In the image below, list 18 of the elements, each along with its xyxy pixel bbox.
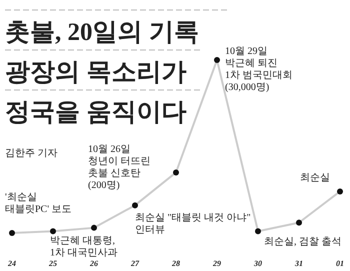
annotation: 최순실 "태블릿 내것 아냐" 인터뷰 [135,212,251,236]
x-tick-label: 28 [171,259,180,268]
x-tick-label: 26 [89,259,98,268]
x-tick-label: 25 [48,259,57,268]
x-tick-label: 01 [336,259,344,268]
annotation: 최순실 [300,172,330,184]
annotation: 10월 26일 청년이 터뜨린 촛불 신호탄 (200명) [88,144,150,191]
x-tick-label: 30 [253,259,262,268]
annotation: 박근혜 대통령, 1차 대국민사과 [50,235,118,258]
text: 김한주 기자 [5,148,58,159]
x-tick-label: 29 [212,259,221,268]
x-tick-label: 31 [294,259,303,268]
annotation: '최순실 태블릿PC' 보도 [5,192,72,215]
chart-title: 촛불, 20일의 기록 광장의 목소리가 정국을 움직이다 [5,19,199,126]
x-tick-label: 27 [130,259,140,268]
x-tick-label: 24 [7,259,16,268]
annotation: 최순실, 검찰 출석 [264,236,342,248]
annotation: 10월 29일 박근혜 퇴진 1차 범국민대회 (30,000명) [225,46,292,93]
